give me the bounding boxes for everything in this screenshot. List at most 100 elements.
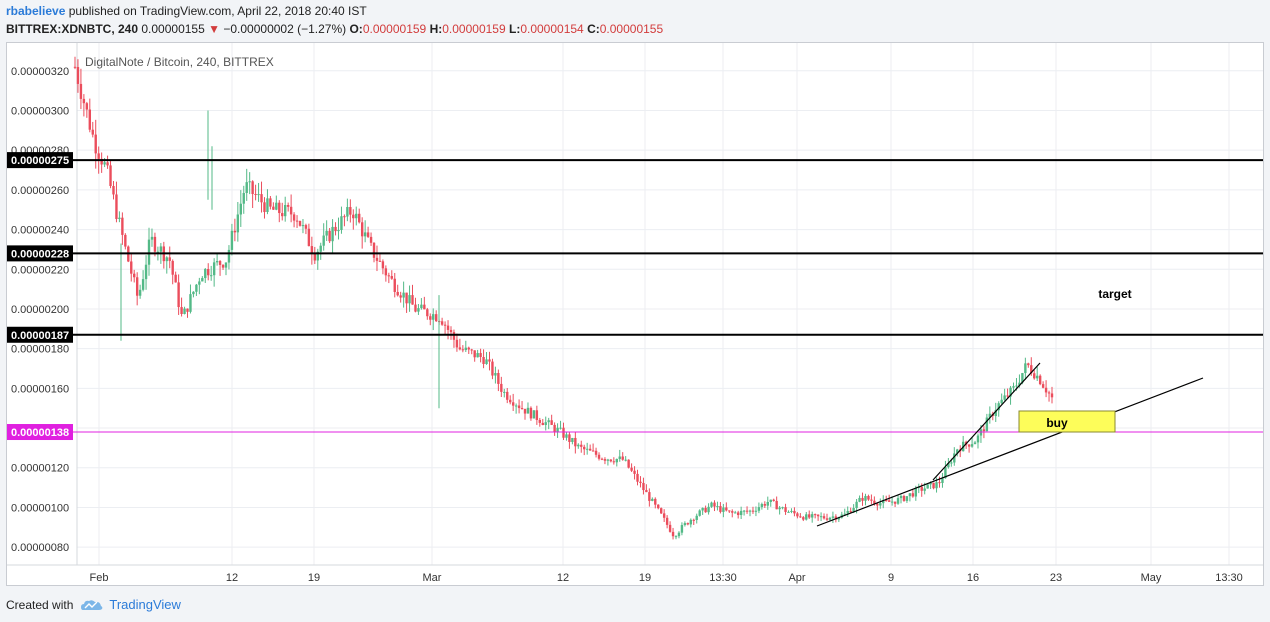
candle-body <box>260 194 263 203</box>
candle-body <box>130 261 133 274</box>
candle-body <box>363 232 367 237</box>
price-chart[interactable]: 0.000000800.000001000.000001200.00000140… <box>7 43 1263 585</box>
candle-body <box>636 473 639 482</box>
candle-body <box>82 98 86 104</box>
candle-body <box>233 230 237 233</box>
candle-body <box>284 205 287 217</box>
x-tick-label: 12 <box>557 572 569 584</box>
candle-body <box>526 407 530 414</box>
candle-body <box>885 500 888 502</box>
candle-body <box>852 507 855 513</box>
close-label: C: <box>587 22 600 36</box>
candle-body <box>1044 387 1048 393</box>
candle-body <box>85 103 89 110</box>
candle-body <box>867 495 870 500</box>
candle-body <box>618 456 621 460</box>
candle-body <box>754 510 758 512</box>
candle-body <box>731 511 734 513</box>
y-tick-label: 0.00000300 <box>11 105 69 117</box>
author-link[interactable]: rbabelieve <box>6 4 66 18</box>
candle-body <box>600 458 604 460</box>
candle-body <box>787 511 790 513</box>
candle-body <box>473 350 476 358</box>
candle-body <box>482 357 485 365</box>
candle-body <box>272 206 275 210</box>
candle-body <box>665 517 669 525</box>
candle-body <box>834 516 838 520</box>
candle-body <box>1000 399 1003 404</box>
candle-body <box>440 321 444 325</box>
candle-body <box>523 408 527 414</box>
candle-body <box>799 516 802 518</box>
candle-body <box>118 217 121 219</box>
candle-body <box>165 257 168 262</box>
candle-body <box>411 295 414 305</box>
candle-body <box>138 289 142 296</box>
candle-body <box>79 83 83 99</box>
trend-line-long[interactable] <box>816 377 1204 527</box>
candle-body <box>458 347 462 350</box>
candle-body <box>340 216 343 231</box>
candle-body <box>550 420 553 425</box>
candle-body <box>360 222 364 237</box>
candle-body <box>562 427 565 438</box>
candle-body <box>662 513 666 518</box>
candle-body <box>153 236 157 252</box>
candle-body <box>722 507 725 512</box>
candle-body <box>479 353 482 358</box>
candle-body <box>464 347 467 351</box>
high-value: 0.00000159 <box>442 22 506 36</box>
candle-body <box>594 450 598 455</box>
x-tick-label: 16 <box>967 572 979 584</box>
candle-body <box>186 308 189 312</box>
candle-body <box>896 498 900 504</box>
candle-body <box>147 239 151 265</box>
chart-title: DigitalNote / Bitcoin, 240, BITTREX <box>85 55 274 69</box>
candle-body <box>405 292 408 304</box>
candle-body <box>742 510 746 512</box>
chart-panel[interactable]: 0.000000800.000001000.000001200.00000140… <box>6 42 1264 586</box>
candle-body <box>645 490 648 493</box>
candle-body <box>544 422 547 426</box>
candle-body <box>1030 365 1033 374</box>
candle-body <box>1027 363 1030 366</box>
candle-body <box>734 512 737 514</box>
candle-body <box>680 525 684 533</box>
x-tick-label: Feb <box>90 572 109 584</box>
x-axis: Feb 12 19 Mar 12 19 13:30 Apr 9 16 23 May 13:30 <box>90 572 1243 584</box>
candle-body <box>956 449 959 454</box>
candle-body <box>1050 393 1054 398</box>
candle-body <box>452 332 456 340</box>
candle-body <box>719 506 722 512</box>
level-price-label: 0.00000138 <box>11 427 69 439</box>
candle-body <box>254 194 257 196</box>
candle-body <box>414 304 417 312</box>
candle-body <box>298 220 302 226</box>
candle-body <box>994 410 997 417</box>
candle-body <box>953 453 956 463</box>
candle-body <box>375 257 379 261</box>
candle-body <box>763 504 767 506</box>
candle-body <box>106 162 109 166</box>
candle-body <box>580 444 583 447</box>
open-value: 0.00000159 <box>362 22 427 36</box>
candle-body <box>923 488 926 491</box>
candle-body <box>846 510 849 514</box>
candle-body <box>443 324 447 326</box>
buy-zone-box[interactable] <box>1018 410 1116 433</box>
y-tick-label: 0.00000260 <box>11 185 69 197</box>
trend-line-steep[interactable] <box>932 362 1041 481</box>
candle-body <box>346 207 349 217</box>
candle-body <box>612 461 616 463</box>
x-tick-label: 23 <box>1050 572 1062 584</box>
level-price-tag <box>7 424 73 441</box>
candle-body <box>322 235 325 246</box>
candle-body <box>263 202 266 213</box>
buy-label: buy <box>1046 416 1068 430</box>
candle-body <box>541 422 544 426</box>
candle-body <box>698 510 701 516</box>
x-tick-label: 19 <box>639 572 651 584</box>
candle-body <box>88 109 92 130</box>
tradingview-brand-link[interactable]: TradingView <box>109 597 181 612</box>
candle-body <box>627 459 630 468</box>
